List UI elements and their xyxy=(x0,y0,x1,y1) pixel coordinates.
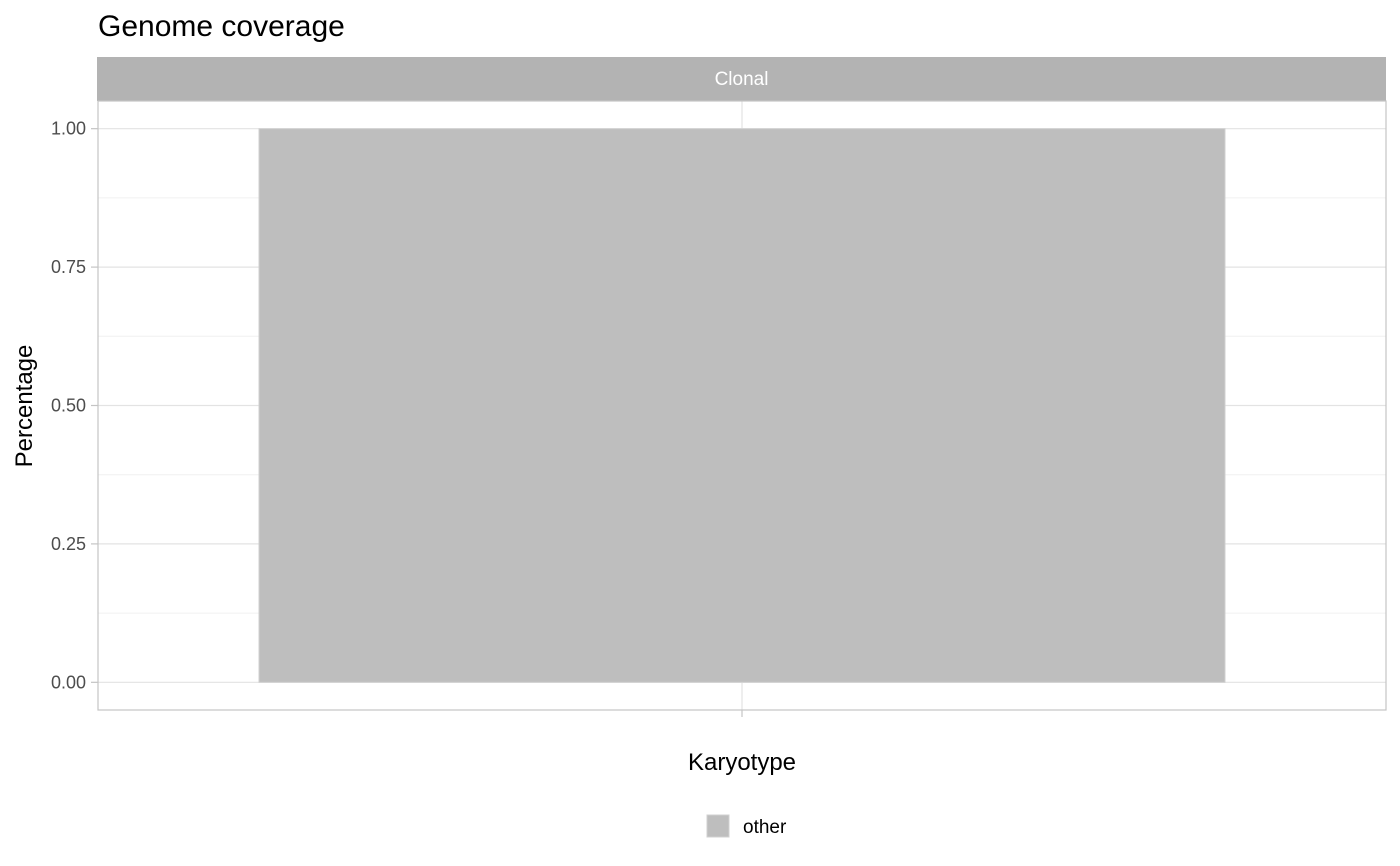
y-tick-label: 0.25 xyxy=(51,534,86,554)
chart-title: Genome coverage xyxy=(98,10,345,43)
plot-panel xyxy=(97,100,1387,711)
bars xyxy=(258,128,1226,683)
y-axis-label: Percentage xyxy=(11,345,38,468)
legend: other xyxy=(706,814,787,838)
y-tick-label: 0.75 xyxy=(51,257,86,277)
legend-label-other: other xyxy=(743,817,787,838)
bar-other xyxy=(258,128,1226,683)
y-axis: 0.00 0.25 0.50 0.75 1.00 xyxy=(51,119,98,692)
y-tick-label: 0.00 xyxy=(51,672,86,692)
y-tick-label: 0.50 xyxy=(51,396,86,416)
y-tick-label: 1.00 xyxy=(51,119,86,139)
legend-key-other xyxy=(706,814,730,838)
facet-strip-label: Clonal xyxy=(715,69,769,90)
facet-strip xyxy=(97,57,1386,101)
x-axis-label: Karyotype xyxy=(688,749,796,776)
